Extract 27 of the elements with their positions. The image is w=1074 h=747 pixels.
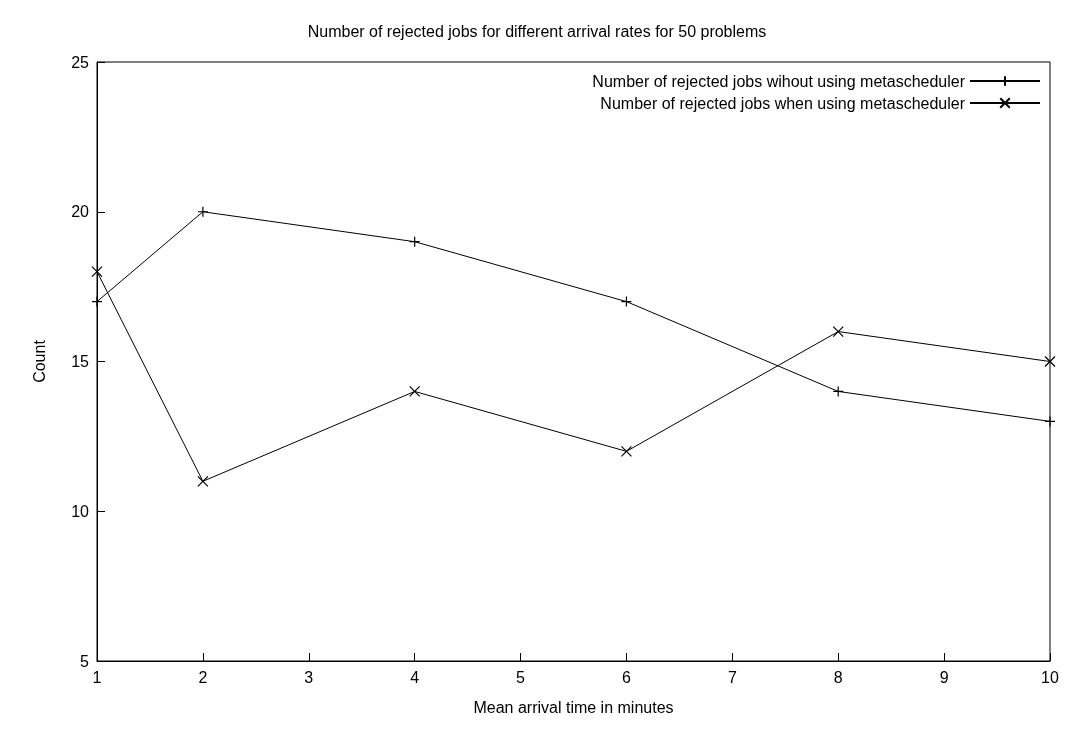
y-tick-label: 20 <box>71 203 90 221</box>
x-tick-label: 3 <box>304 668 314 686</box>
point <box>409 385 421 398</box>
x-axis-title: Mean arrival time in minutes <box>473 698 674 716</box>
point <box>1044 355 1056 368</box>
chart-title: Number of rejected jobs for different arrival rates for 50 problems <box>307 22 767 40</box>
x-tick-label: 4 <box>410 668 420 686</box>
x-tick-label: 5 <box>516 668 526 686</box>
x-tick-label: 7 <box>727 668 737 686</box>
y-axis-title: Count <box>30 339 48 383</box>
x-tick-label: 9 <box>939 668 949 686</box>
point <box>832 325 844 338</box>
point <box>620 296 633 308</box>
x-tick-label: 8 <box>833 668 843 686</box>
y-tick-label: 5 <box>80 652 90 670</box>
y-tick-label: 15 <box>71 353 90 370</box>
legend-label: Number of rejected jobs when using metascheduler <box>600 94 966 112</box>
point <box>197 475 209 487</box>
y-tick-label: 10 <box>71 502 90 520</box>
point <box>91 266 103 278</box>
x-tick-label: 2 <box>198 668 208 686</box>
legend-label: Number of rejected jobs wihout using metascheduler <box>592 72 966 90</box>
x-tick-label: 1 <box>92 668 102 686</box>
x-tick-label: 10 <box>1041 668 1059 686</box>
y-tick-label: 25 <box>71 53 90 71</box>
point <box>620 445 633 457</box>
x-tick-label: 6 <box>621 668 631 686</box>
